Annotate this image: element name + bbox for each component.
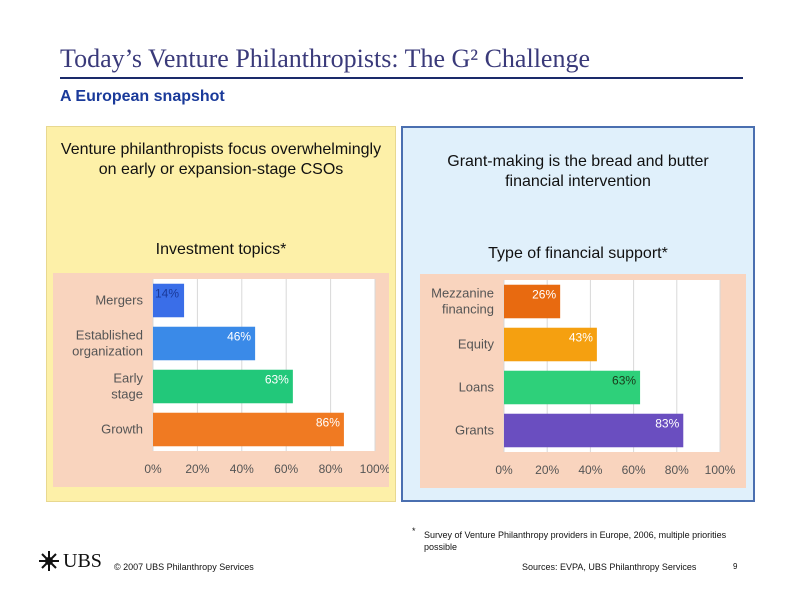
bar-value-label: 63% xyxy=(265,373,289,387)
bar-value-label: 26% xyxy=(532,288,556,302)
bar-value-label: 83% xyxy=(655,417,679,431)
x-tick-label: 20% xyxy=(535,463,559,477)
ubs-logo-text: UBS xyxy=(63,550,102,572)
bar xyxy=(153,412,344,447)
bar-value-label: 43% xyxy=(569,331,593,345)
category-label: Grants xyxy=(455,423,495,438)
sources: Sources: EVPA, UBS Philanthropy Services xyxy=(522,562,697,572)
copyright: © 2007 UBS Philanthropy Services xyxy=(114,562,254,572)
category-label: Early stage xyxy=(111,371,143,402)
bar xyxy=(153,326,256,361)
right-panel-heading: Grant-making is the bread and butter fin… xyxy=(447,153,709,190)
left-chart-title: Investment topics* xyxy=(155,241,287,258)
bar xyxy=(504,327,597,362)
x-tick-label: 0% xyxy=(144,462,162,476)
x-tick-label: 40% xyxy=(578,463,602,477)
left-panel: Venture philanthropists focus overwhelmi… xyxy=(46,126,396,502)
bar-value-label: 46% xyxy=(227,330,251,344)
bar xyxy=(153,369,293,404)
category-label: Equity xyxy=(458,337,495,352)
x-tick-label: 100% xyxy=(705,463,736,477)
title-divider xyxy=(60,77,743,79)
bar-value-label: 86% xyxy=(316,416,340,430)
ubs-keys-logo-icon xyxy=(39,551,59,571)
page-subtitle: A European snapshot xyxy=(60,88,225,105)
bar-value-label: 63% xyxy=(612,374,636,388)
x-tick-label: 80% xyxy=(665,463,689,477)
x-tick-label: 80% xyxy=(319,462,343,476)
category-label: Mezzanine financing xyxy=(431,286,494,317)
x-tick-label: 20% xyxy=(185,462,209,476)
category-label: Established organization xyxy=(72,328,143,359)
bar xyxy=(504,284,561,319)
x-tick-label: 0% xyxy=(495,463,513,477)
bar xyxy=(504,370,641,405)
bar xyxy=(504,413,684,448)
x-tick-label: 60% xyxy=(622,463,646,477)
x-tick-label: 60% xyxy=(274,462,298,476)
x-tick-label: 40% xyxy=(230,462,254,476)
footnote: Survey of Venture Philanthropy providers… xyxy=(424,530,727,552)
right-panel: Grant-making is the bread and butter fin… xyxy=(401,126,755,502)
category-label: Growth xyxy=(101,422,143,437)
left-panel-heading: Venture philanthropists focus overwhelmi… xyxy=(60,141,382,178)
category-label: Mergers xyxy=(95,293,143,308)
x-tick-label: 100% xyxy=(360,462,389,476)
category-label: Loans xyxy=(459,380,495,395)
footnote-marker: * xyxy=(412,526,416,536)
bar xyxy=(153,283,185,318)
financial-support-chart: 0% 20% 40% 60% 80% 100% 26% Mezzanine financing 4… xyxy=(420,274,746,488)
right-chart-title: Type of financial support* xyxy=(488,245,668,262)
bar-value-label: 14% xyxy=(155,287,179,301)
page-title: Today’s Venture Philanthropists: The G² … xyxy=(60,44,591,73)
page-number: 9 xyxy=(733,562,738,571)
investment-topics-chart: 0% 20% 40% 60% 80% 100% 14% Mergers 46% Establish… xyxy=(53,273,389,487)
